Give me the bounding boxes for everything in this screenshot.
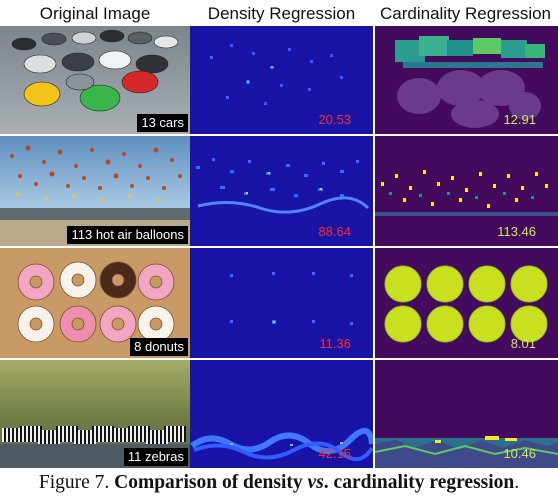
density-map-zebras: 42.15 [190, 360, 373, 468]
density-prediction: 11.36 [319, 336, 351, 351]
cardinality-prediction: 10.46 [503, 446, 536, 461]
caption-suffix: . [514, 472, 520, 493]
density-prediction: 42.15 [318, 446, 351, 461]
density-map-balloons: 88.64 [190, 136, 373, 246]
cardinality-prediction: 12.91 [503, 112, 536, 127]
density-prediction: 88.64 [318, 224, 351, 239]
density-heatmap [230, 272, 353, 325]
photo-zebras: 11 zebras [0, 360, 190, 468]
row-separator [0, 358, 190, 360]
count-label: 113 hot air balloons [67, 226, 188, 244]
figure-caption: Figure 7. Comparison of density vs. card… [0, 472, 558, 494]
cardinality-map-zebras: 10.46 [375, 360, 558, 468]
caption-bold-part-1: Comparison of density [114, 472, 308, 493]
header-density-regression: Density Regression [207, 4, 356, 23]
caption-italic-part: vs [307, 472, 324, 493]
header-cardinality-regression: Cardinality Regression [379, 4, 552, 23]
cardinality-prediction: 113.46 [497, 224, 536, 239]
cardinality-heatmap [375, 436, 558, 468]
photo-cars: 13 cars [0, 26, 190, 134]
density-heatmap [190, 428, 373, 461]
cardinality-heatmap [384, 265, 548, 343]
cardinality-map-balloons: 113.46 [375, 136, 558, 246]
density-prediction: 20.53 [318, 112, 351, 127]
density-heatmap [196, 158, 370, 214]
cardinality-heatmap [395, 36, 545, 128]
header-original-image: Original Image [39, 4, 151, 23]
count-label: 8 donuts [130, 338, 188, 356]
figure-grid: 13 cars 20.53 [0, 26, 558, 468]
donuts-illustration [0, 248, 190, 358]
cardinality-prediction: 8.01 [510, 336, 536, 351]
zebras-illustration [0, 360, 190, 468]
cardinality-heatmap [375, 170, 558, 216]
caption-prefix: Figure 7. [38, 472, 115, 493]
density-map-donuts: 11.36 [190, 248, 373, 358]
column-separator [373, 26, 375, 468]
photo-balloons: 113 hot air balloons [0, 136, 190, 246]
count-label: 11 zebras [123, 448, 188, 466]
cardinality-map-donuts: 8.01 [375, 248, 558, 358]
density-heatmap [210, 44, 343, 105]
caption-bold-part-2: . cardinality regression [323, 472, 515, 493]
density-map-cars: 20.53 [190, 26, 373, 134]
row-separator [0, 246, 190, 248]
photo-donuts: 8 donuts [0, 248, 190, 358]
count-label: 13 cars [137, 114, 188, 132]
cardinality-map-cars: 12.91 [375, 26, 558, 134]
cars-illustration [0, 26, 190, 134]
row-separator [0, 134, 190, 136]
column-headers: Original Image Density Regression Cardin… [0, 0, 558, 26]
